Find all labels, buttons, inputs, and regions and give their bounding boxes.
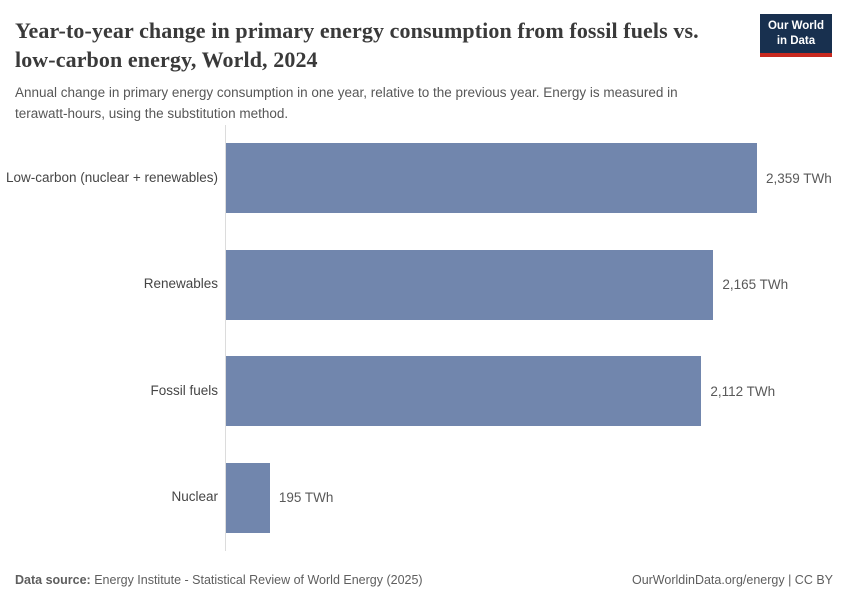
chart-footer: Data source: Energy Institute - Statisti…	[15, 573, 833, 587]
footer-credit: OurWorldinData.org/energy | CC BY	[632, 573, 833, 587]
footer-url-link[interactable]: OurWorldinData.org/energy	[631, 573, 785, 587]
bar-row: Nuclear 195 TWh	[0, 444, 850, 551]
value-label: 195 TWh	[278, 490, 334, 506]
data-source-label: Data source:	[15, 573, 91, 587]
bar-area: 2,359 TWh	[225, 125, 850, 232]
owid-logo-line2: in Data	[776, 34, 816, 47]
bar-row: Fossil fuels 2,112 TWh	[0, 338, 850, 445]
bar-area: 195 TWh	[225, 444, 850, 551]
category-label-low-carbon: Low-carbon (nuclear + renewables)	[6, 169, 218, 185]
bar-area: 2,165 TWh	[225, 231, 850, 338]
category-label-nuclear: Nuclear	[171, 489, 218, 505]
bar-chart: Low-carbon (nuclear + renewables) 2,359 …	[0, 125, 850, 551]
chart-subtitle: Annual change in primary energy consumpt…	[15, 85, 678, 121]
category-label-renewables: Renewables	[143, 276, 218, 292]
bar-renewables[interactable]	[226, 249, 714, 320]
owid-logo[interactable]: Our World in Data	[759, 14, 832, 57]
footer-divider: |	[784, 573, 795, 587]
value-label: 2,112 TWh	[710, 383, 776, 399]
data-source-text: Energy Institute - Statistical Review of…	[90, 573, 423, 587]
bar-fossil-fuels[interactable]	[226, 356, 702, 427]
footer-license-link[interactable]: CC BY	[794, 573, 833, 587]
chart-title: Year-to-year change in primary energy co…	[15, 18, 699, 73]
data-source[interactable]: Data source: Energy Institute - Statisti…	[15, 573, 423, 587]
bar-row: Renewables 2,165 TWh	[0, 231, 850, 338]
bar-row: Low-carbon (nuclear + renewables) 2,359 …	[0, 125, 850, 232]
value-label: 2,165 TWh	[722, 277, 789, 293]
bar-nuclear[interactable]	[226, 462, 270, 533]
bar-area: 2,112 TWh	[225, 338, 850, 445]
value-label: 2,359 TWh	[766, 170, 832, 186]
chart-header: Year-to-year change in primary energy co…	[0, 0, 850, 125]
owid-logo-line1: Our World	[767, 20, 824, 32]
category-label-fossil-fuels: Fossil fuels	[150, 382, 218, 398]
bar-low-carbon[interactable]	[226, 143, 757, 214]
